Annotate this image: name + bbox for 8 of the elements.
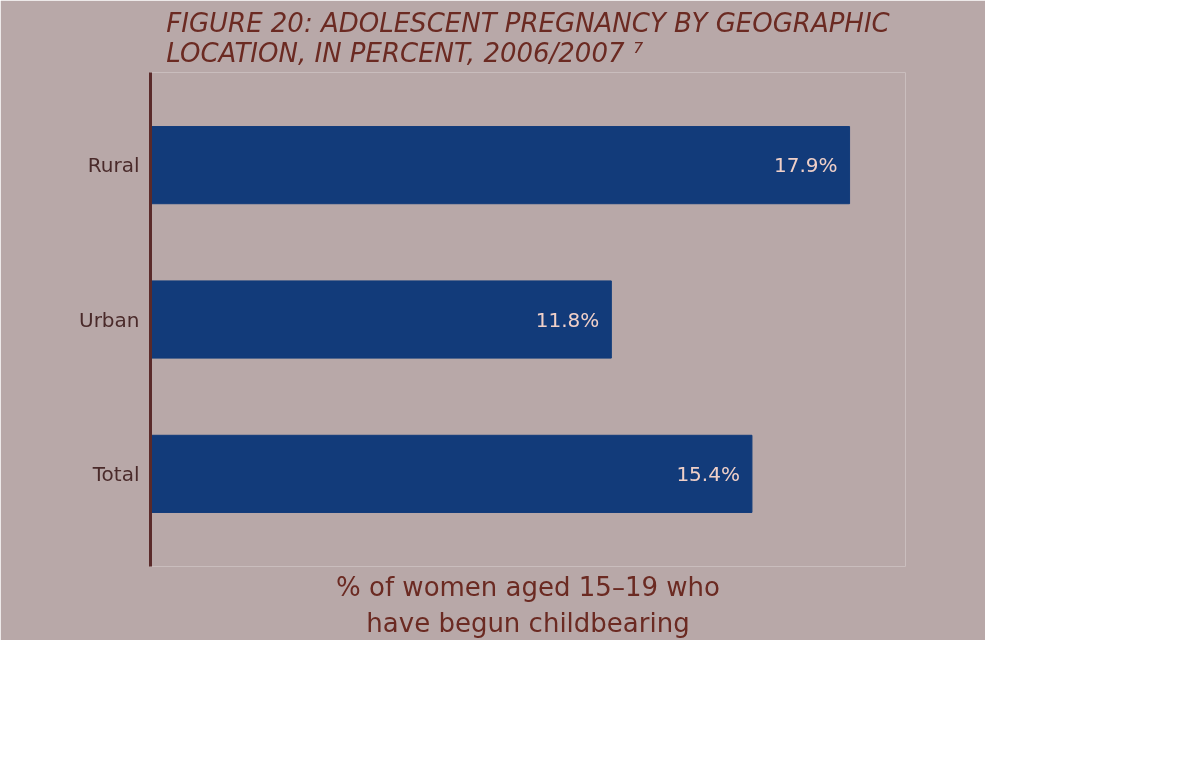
- data-label: 15.4%: [676, 461, 740, 486]
- y-tick-label: Urban: [79, 307, 140, 332]
- data-label: 17.9%: [774, 153, 838, 178]
- x-axis-title: % of women aged 15–19 who have begun childbearing: [336, 571, 720, 638]
- chart-title: FIGURE 20: ADOLESCENT PREGNANCY BY GEOGRAPHIC LOCATION, IN PERCENT, 2006/2007 ⁷: [166, 7, 891, 68]
- y-tick-label: Total: [91, 461, 140, 486]
- y-tick-label: Rural: [87, 153, 140, 178]
- data-label: 11.8%: [535, 307, 600, 332]
